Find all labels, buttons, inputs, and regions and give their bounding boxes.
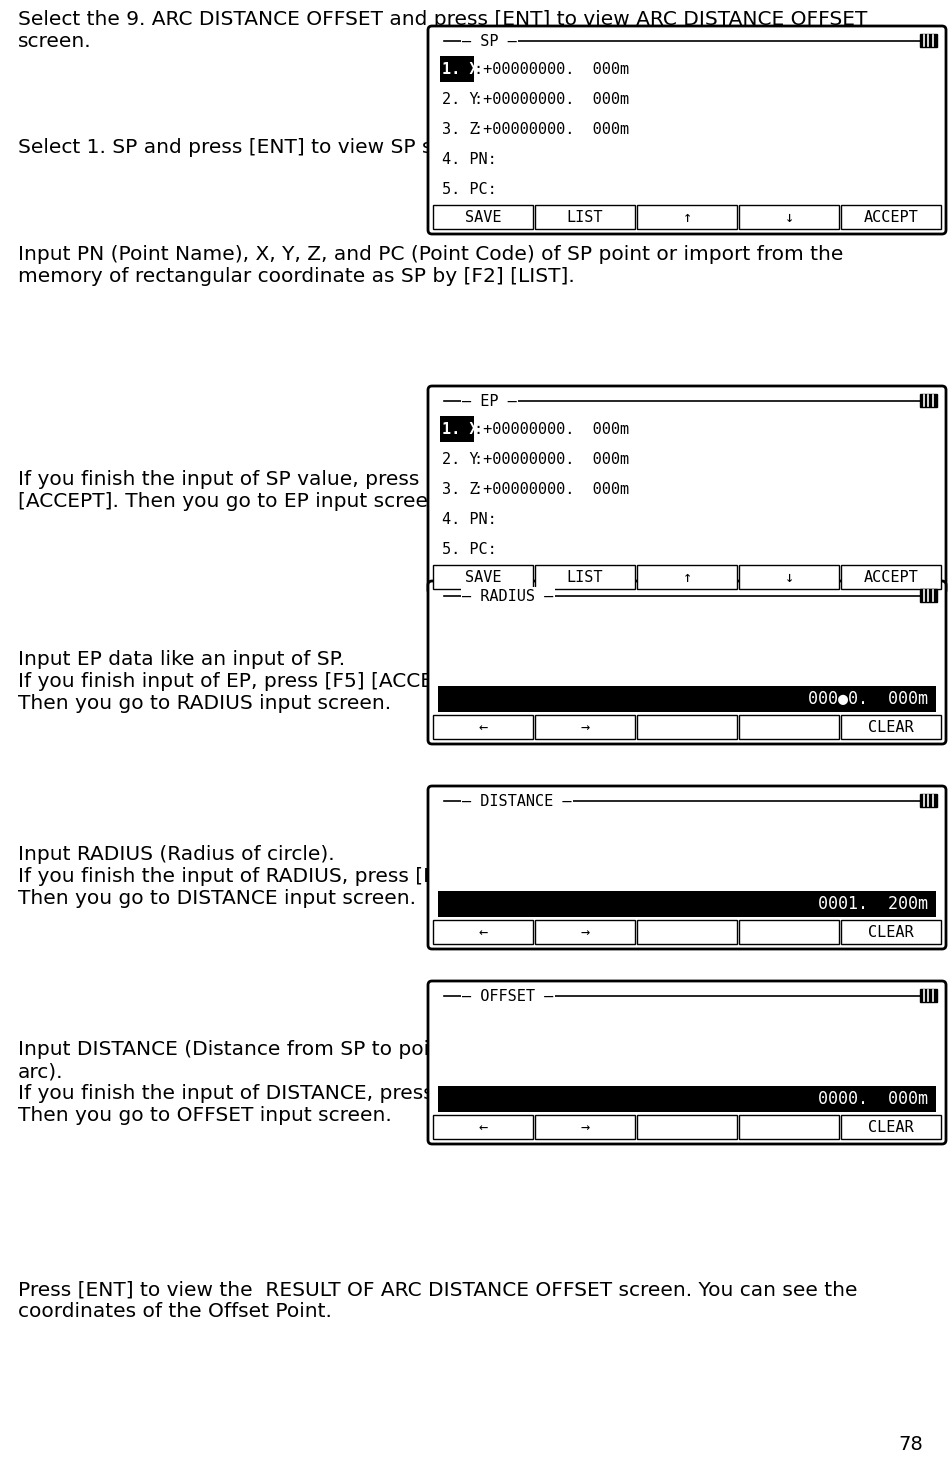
Text: Press [ENT] to view the  RESULT OF ARC DISTANCE OFFSET screen. You can see the
c: Press [ENT] to view the RESULT OF ARC DI… [18,1279,857,1321]
Text: 4. PN:: 4. PN: [442,152,496,167]
Text: :+00000000.  000m: :+00000000. 000m [473,422,628,436]
Text: 3. Z: 3. Z [442,121,478,137]
Text: :+00000000.  000m: :+00000000. 000m [473,121,628,137]
Text: Input DISTANCE (Distance from SP to point on the
arc).
If you finish the input o: Input DISTANCE (Distance from SP to poin… [18,1041,521,1125]
Text: SAVE: SAVE [465,209,501,224]
Text: CLEAR: CLEAR [867,1119,913,1135]
Bar [432,920,532,943]
Text: CLEAR: CLEAR [867,719,913,734]
Bar [738,1114,838,1139]
Text: 78: 78 [898,1436,922,1453]
Text: 4. PN:: 4. PN: [442,511,496,526]
Bar [534,205,634,228]
Bar [440,416,473,442]
Text: 000●0.  000m: 000●0. 000m [807,690,927,708]
Text: 5. PC:: 5. PC: [442,541,496,557]
Text: ACCEPT: ACCEPT [863,569,918,585]
Text: 0000.  000m: 0000. 000m [817,1089,927,1108]
Bar [432,565,532,590]
FancyBboxPatch shape [427,581,945,744]
Text: ↓: ↓ [783,209,793,224]
Text: If you finish the input of SP value, press [F5]
[ACCEPT]. Then you go to EP inpu: If you finish the input of SP value, pre… [18,470,466,511]
Bar [919,34,936,47]
Text: 3. Z: 3. Z [442,482,478,497]
Text: ↑: ↑ [682,209,691,224]
Bar [919,394,936,407]
Text: LIST: LIST [566,569,603,585]
Bar [534,920,634,943]
Bar [534,565,634,590]
Bar [840,565,940,590]
Bar [919,794,936,806]
Bar [840,1114,940,1139]
Text: ←: ← [478,719,487,734]
Bar [432,1114,532,1139]
Text: Input EP data like an input of SP.
If you finish input of EP, press [F5] [ACCEPT: Input EP data like an input of SP. If yo… [18,650,471,713]
Bar [738,205,838,228]
Bar [438,890,935,917]
Bar [438,1086,935,1111]
Text: :+00000000.  000m: :+00000000. 000m [473,62,628,77]
Text: →: → [580,719,589,734]
Text: — RADIUS —: — RADIUS — [462,588,553,603]
Bar [636,205,736,228]
Text: — EP —: — EP — [462,394,516,408]
Text: ACCEPT: ACCEPT [863,209,918,224]
Bar [840,205,940,228]
Text: — OFFSET —: — OFFSET — [462,989,553,1004]
Text: :+00000000.  000m: :+00000000. 000m [473,482,628,497]
Text: Input PN (Point Name), X, Y, Z, and PC (Point Code) of SP point or import from t: Input PN (Point Name), X, Y, Z, and PC (… [18,245,843,286]
Bar [636,920,736,943]
FancyBboxPatch shape [427,27,945,234]
Text: Select 1. SP and press [ENT] to view SP screen.: Select 1. SP and press [ENT] to view SP … [18,139,495,158]
Text: ↓: ↓ [783,569,793,585]
FancyBboxPatch shape [427,786,945,949]
Bar [919,989,936,1002]
Text: :+00000000.  000m: :+00000000. 000m [473,451,628,466]
Text: ←: ← [478,924,487,939]
Text: →: → [580,924,589,939]
Text: →: → [580,1119,589,1135]
Text: Input RADIUS (Radius of circle).
If you finish the input of RADIUS, press [ENT].: Input RADIUS (Radius of circle). If you … [18,845,477,908]
Bar [738,920,838,943]
Bar [738,565,838,590]
Text: 1. X: 1. X [442,422,478,436]
Bar [636,715,736,738]
Text: ↑: ↑ [682,569,691,585]
Text: :+00000000.  000m: :+00000000. 000m [473,91,628,106]
Text: 5. PC:: 5. PC: [442,181,496,196]
Bar [738,715,838,738]
Bar [432,715,532,738]
Bar [636,565,736,590]
FancyBboxPatch shape [427,386,945,594]
Bar [438,685,935,712]
Bar [840,920,940,943]
Text: ←: ← [478,1119,487,1135]
Bar [534,1114,634,1139]
Bar [840,715,940,738]
Text: CLEAR: CLEAR [867,924,913,939]
Bar [432,205,532,228]
Text: 1. X: 1. X [442,62,478,77]
Text: 2. Y: 2. Y [442,91,478,106]
Text: — DISTANCE —: — DISTANCE — [462,793,571,809]
Text: Select the 9. ARC DISTANCE OFFSET and press [ENT] to view ARC DISTANCE OFFSET
sc: Select the 9. ARC DISTANCE OFFSET and pr… [18,10,866,52]
Bar [440,56,473,83]
Text: 0001.  200m: 0001. 200m [817,895,927,912]
Text: SAVE: SAVE [465,569,501,585]
Text: LIST: LIST [566,209,603,224]
FancyBboxPatch shape [427,982,945,1144]
Text: — SP —: — SP — [462,34,516,49]
Bar [636,1114,736,1139]
Bar [534,715,634,738]
Text: 2. Y: 2. Y [442,451,478,466]
Bar [919,590,936,601]
